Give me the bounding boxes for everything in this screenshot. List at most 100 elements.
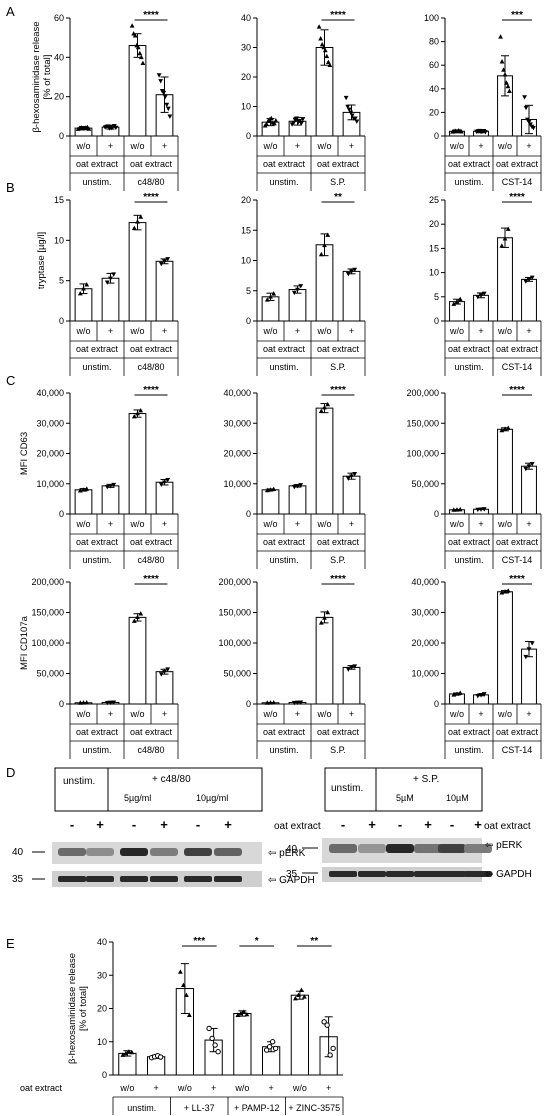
data-point bbox=[499, 243, 505, 248]
panel-label-c: C bbox=[6, 373, 15, 388]
stimulus-label: c48/80 bbox=[137, 555, 164, 565]
condition-label: + bbox=[108, 141, 113, 151]
data-point bbox=[526, 464, 532, 469]
data-point bbox=[528, 122, 533, 127]
condition-label: w/o bbox=[129, 519, 144, 529]
y-tick-label: 100,000 bbox=[31, 638, 64, 648]
data-point bbox=[522, 95, 527, 100]
condition-label: w/o bbox=[129, 141, 144, 151]
condition-label: + bbox=[478, 141, 483, 151]
data-point bbox=[212, 1042, 218, 1048]
bar bbox=[288, 485, 307, 515]
data-point bbox=[137, 50, 143, 56]
condition-label: w/o bbox=[497, 709, 512, 719]
blot-lane-signs: - + - + - + bbox=[70, 817, 232, 832]
condition-label: + bbox=[268, 1083, 273, 1093]
gapdh-band bbox=[58, 876, 86, 882]
data-point bbox=[526, 277, 532, 282]
perk-band bbox=[358, 844, 386, 853]
y-tick-label: 20,000 bbox=[223, 449, 251, 459]
condition-label: w/o bbox=[177, 1083, 192, 1093]
oat-extract-label: oat extract bbox=[496, 159, 539, 169]
lane-sign: + bbox=[474, 817, 482, 832]
y-axis-label-line: MFI CD63 bbox=[19, 432, 30, 475]
data-point bbox=[349, 269, 354, 274]
bar bbox=[342, 475, 361, 515]
data-point bbox=[158, 482, 164, 487]
data-point bbox=[84, 700, 90, 705]
condition-label: w/o bbox=[129, 326, 144, 336]
data-point bbox=[295, 700, 300, 706]
condition-label: + bbox=[349, 141, 354, 151]
data-point bbox=[507, 88, 512, 93]
perk-band bbox=[414, 844, 442, 853]
condition-label: w/o bbox=[75, 519, 90, 529]
data-point bbox=[481, 507, 487, 512]
data-point bbox=[108, 484, 113, 489]
condition-label: + bbox=[349, 519, 354, 529]
y-axis-label: MFI CD107a bbox=[19, 615, 30, 670]
oat-extract-label: oat extract bbox=[496, 344, 539, 354]
y-tick-label: 0 bbox=[246, 316, 251, 326]
data-point bbox=[459, 129, 464, 134]
bar bbox=[315, 616, 334, 705]
condition-label: + bbox=[108, 709, 113, 719]
data-point bbox=[324, 1022, 330, 1028]
perk-band bbox=[329, 844, 357, 853]
condition-label: w/o bbox=[262, 141, 277, 151]
y-tick-label: 10 bbox=[241, 102, 251, 112]
y-axis-label-line: β-hexosaminidase release bbox=[67, 953, 78, 1064]
y-tick-label: 150,000 bbox=[406, 418, 439, 428]
data-point bbox=[298, 483, 304, 488]
y-axis-label: β-hexosaminidase release[% of total] bbox=[67, 953, 89, 1064]
y-tick-label: 40,000 bbox=[223, 388, 251, 398]
perk-band bbox=[150, 848, 178, 856]
y-tick-label: 150,000 bbox=[218, 608, 251, 618]
y-tick-label: 200,000 bbox=[406, 388, 439, 398]
data-point bbox=[158, 79, 164, 84]
data-point bbox=[354, 119, 360, 124]
data-point bbox=[120, 1052, 126, 1057]
data-point bbox=[345, 272, 351, 277]
significance-label: **** bbox=[509, 192, 525, 203]
perk-band bbox=[120, 848, 148, 856]
data-point bbox=[529, 641, 535, 646]
y-axis-label-line: [% of total] bbox=[78, 986, 89, 1031]
significance-label: ** bbox=[334, 192, 342, 203]
condition-label: + bbox=[211, 1083, 216, 1093]
condition-label: + bbox=[478, 519, 483, 529]
data-point bbox=[271, 291, 277, 296]
blot-bands bbox=[58, 848, 242, 882]
significance-label: **** bbox=[509, 574, 525, 585]
oat-extract-label: oat extract bbox=[76, 537, 119, 547]
data-point bbox=[138, 214, 144, 219]
data-point bbox=[161, 90, 167, 96]
data-point bbox=[301, 994, 307, 999]
y-tick-label: 100,000 bbox=[406, 449, 439, 459]
blot-mw-35: 35 bbox=[286, 869, 298, 880]
data-point bbox=[177, 969, 183, 974]
bar bbox=[497, 428, 513, 515]
blot-lane-signs: - + - + - + bbox=[341, 817, 482, 832]
stimulus-label: S.P. bbox=[330, 177, 346, 187]
blot-dose-1: 5µg/ml bbox=[124, 793, 151, 803]
data-point bbox=[264, 700, 270, 705]
y-tick-label: 0 bbox=[246, 131, 251, 141]
bar bbox=[497, 591, 513, 705]
y-tick-label: 200,000 bbox=[31, 577, 64, 587]
condition-label: w/o bbox=[316, 326, 331, 336]
data-point bbox=[131, 618, 137, 623]
bar bbox=[261, 489, 280, 515]
blot-mw-40: 40 bbox=[12, 847, 24, 858]
data-point bbox=[271, 121, 277, 126]
data-point bbox=[264, 297, 270, 302]
data-point bbox=[162, 94, 168, 100]
data-point bbox=[321, 44, 327, 50]
data-point bbox=[129, 23, 135, 28]
data-point bbox=[104, 280, 110, 285]
gapdh-band bbox=[214, 876, 242, 882]
blot-dose-2: 10µM bbox=[446, 793, 469, 803]
data-point bbox=[271, 486, 277, 491]
blot-mw-40: 40 bbox=[286, 844, 298, 855]
